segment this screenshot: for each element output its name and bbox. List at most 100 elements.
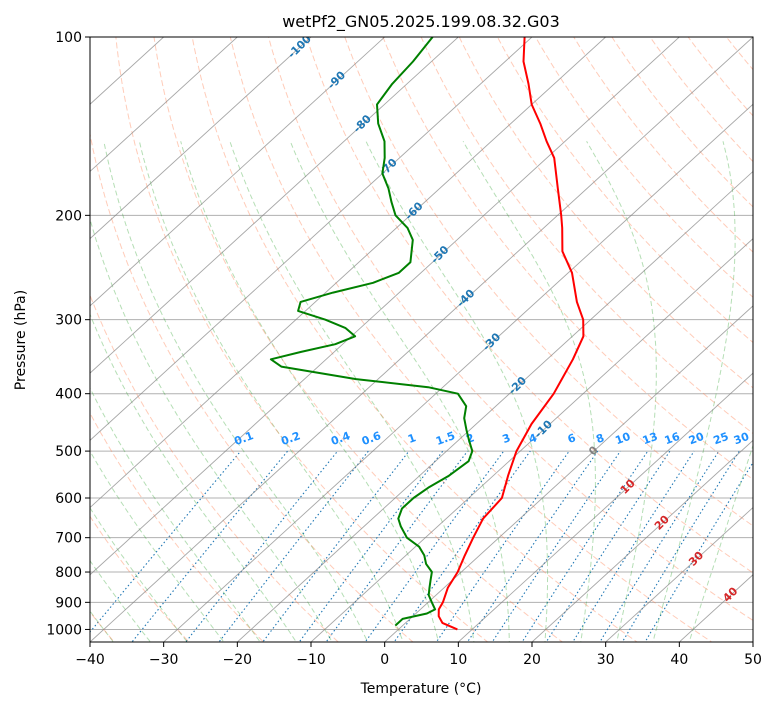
y-tick-label: 900 xyxy=(55,595,82,611)
isotherm xyxy=(383,305,753,642)
x-axis-label: Temperature (°C) xyxy=(360,681,482,697)
y-axis-label: Pressure (hPa) xyxy=(13,290,29,390)
dry-adiabat xyxy=(191,37,638,642)
y-tick-label: 300 xyxy=(55,313,82,329)
plot-area: -100-90-80-70-60-50-40-30-20-10010203040… xyxy=(90,37,753,642)
dry-adiabat xyxy=(267,37,753,622)
x-axis: −40 −30 −20 −10 0 10 20 30 40 50 xyxy=(75,642,762,668)
isotherm xyxy=(90,37,533,441)
dry-adiabat xyxy=(382,37,753,481)
y-tick-label: 1000 xyxy=(46,622,82,638)
y-tick-label: 600 xyxy=(55,491,82,507)
dry-adiabats xyxy=(90,37,753,642)
dry-adiabat xyxy=(420,37,753,435)
isotherm xyxy=(90,37,460,374)
y-tick-label: 400 xyxy=(55,387,82,403)
dry-adiabat xyxy=(344,37,753,527)
dry-adiabat xyxy=(153,37,564,642)
mixing-ratio-line xyxy=(466,450,599,642)
pressure-gridlines xyxy=(90,37,753,630)
isotherm xyxy=(457,372,753,642)
moist-adiabat xyxy=(289,141,510,642)
mixing-ratio-label: 30 xyxy=(732,430,751,448)
dry-adiabat xyxy=(115,37,489,642)
mixing-ratio-line xyxy=(262,450,410,642)
isotherm xyxy=(90,37,753,642)
isotherm xyxy=(90,37,239,173)
dry-adiabat xyxy=(306,37,753,574)
mixing-ratio-label: 4 xyxy=(527,431,539,446)
isotherm xyxy=(310,238,753,642)
isotherm xyxy=(236,170,753,642)
isotherm xyxy=(90,37,607,509)
mixing-ratio-label: 0.6 xyxy=(360,429,383,448)
y-tick-label: 500 xyxy=(55,444,82,460)
chart-title: wetPf2_GN05.2025.199.08.32.G03 xyxy=(282,12,560,32)
dry-adiabat xyxy=(90,515,190,642)
x-tick-label: −20 xyxy=(223,652,253,668)
mixing-ratio-line xyxy=(621,450,740,642)
moist-adiabat xyxy=(90,610,115,642)
mixing-ratio-label: 3 xyxy=(501,431,513,446)
data-series xyxy=(269,37,585,631)
dry-adiabat xyxy=(535,37,753,298)
y-tick-label: 700 xyxy=(55,531,82,547)
moist-adiabat xyxy=(365,141,549,642)
dry-adiabat xyxy=(229,37,713,642)
moist-adiabat xyxy=(90,450,225,642)
dry-adiabat xyxy=(573,37,753,253)
moist-adiabat xyxy=(90,217,333,642)
x-tick-label: 50 xyxy=(744,652,762,668)
mixing-ratio-label: 13 xyxy=(641,430,660,447)
dry-adiabat xyxy=(90,293,339,642)
mixing-ratio-label: 1 xyxy=(406,431,418,446)
x-tick-label: −30 xyxy=(149,652,179,668)
isotherm xyxy=(162,103,753,642)
x-tick-label: 40 xyxy=(670,652,688,668)
moist-adiabat xyxy=(688,444,753,642)
moist-adiabats xyxy=(90,141,753,642)
dry-adiabat xyxy=(90,131,414,642)
mixing-ratio-label: 0.1 xyxy=(233,429,256,448)
x-tick-label: −10 xyxy=(296,652,326,668)
moist-adiabat xyxy=(103,141,369,642)
mixing-ratio-label: 16 xyxy=(663,430,682,448)
mixing-ratio-labels: 0.10.20.40.611.52346810131620253036 xyxy=(233,429,753,448)
y-tick-label: 200 xyxy=(55,208,82,224)
mixing-ratio-line xyxy=(131,450,289,642)
mixing-ratio-label: 20 xyxy=(687,430,706,448)
mixing-ratio-line xyxy=(393,450,531,642)
moist-adiabat xyxy=(138,141,404,642)
dry-adiabat xyxy=(496,37,753,344)
isotherm xyxy=(90,37,312,240)
mixing-ratio-line xyxy=(599,450,720,642)
isotherm xyxy=(531,439,753,642)
mixing-ratio-label: 1.5 xyxy=(434,429,457,448)
mixing-ratio-label: 10 xyxy=(613,430,632,448)
mixing-ratio-label: 0.4 xyxy=(329,429,352,448)
dewpoint-profile-line xyxy=(269,37,474,627)
isotherm xyxy=(604,506,753,642)
temperature-profile-line xyxy=(437,37,585,631)
moist-adiabat xyxy=(90,387,261,642)
mixing-ratio-line xyxy=(572,450,695,642)
isotherm xyxy=(90,37,681,576)
moist-adiabat xyxy=(462,141,596,642)
x-tick-label: −40 xyxy=(75,652,105,668)
x-tick-label: 0 xyxy=(380,652,389,668)
isotherm xyxy=(90,37,386,307)
moist-adiabat xyxy=(90,559,152,642)
mixing-ratio-line xyxy=(491,450,621,642)
x-tick-label: 10 xyxy=(449,652,467,668)
moist-adiabat xyxy=(229,141,475,642)
x-tick-label: 30 xyxy=(597,652,615,668)
plot-frame xyxy=(89,36,754,643)
mixing-ratio-line xyxy=(545,450,671,642)
y-axis: 100 200 300 400 500 600 700 800 900 1000 xyxy=(46,30,90,638)
mixing-ratio-line xyxy=(644,461,753,642)
y-tick-label: 800 xyxy=(55,565,82,581)
y-tick-label: 100 xyxy=(55,30,82,46)
dry-adiabat xyxy=(458,37,753,389)
